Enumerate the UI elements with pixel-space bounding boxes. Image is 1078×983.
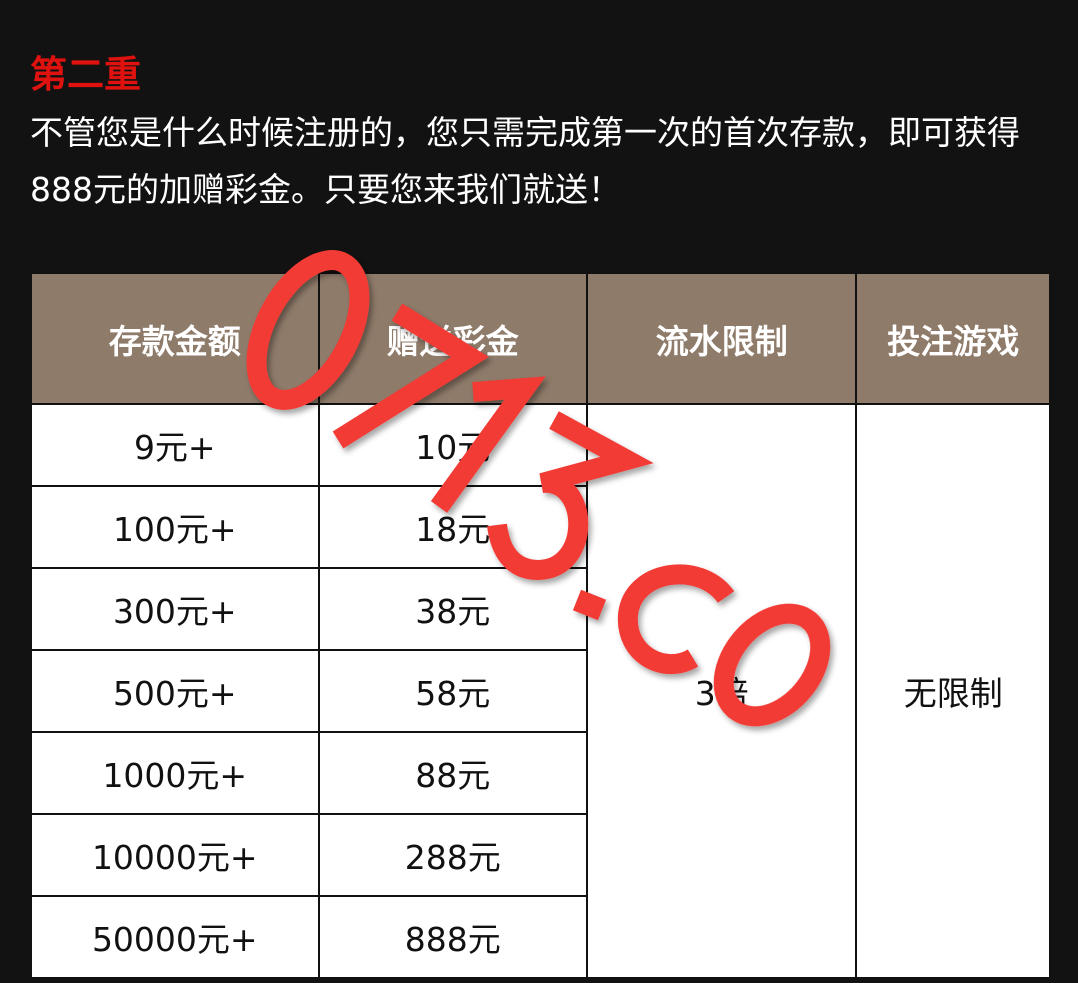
deposit-cell: 1000元+ — [30, 731, 320, 815]
bonus-cell: 58元 — [317, 649, 589, 733]
header-deposit: 存款金额 — [30, 272, 320, 405]
table-row: 9元+ 10元 3倍 无限制 — [30, 403, 1051, 979]
bonus-cell: 18元 — [317, 485, 589, 569]
header-turnover: 流水限制 — [585, 272, 858, 405]
deposit-cell: 100元+ — [30, 485, 320, 569]
turnover-cell: 3倍 — [585, 403, 858, 979]
deposit-cell: 50000元+ — [30, 895, 320, 979]
bonus-cell: 38元 — [317, 567, 589, 651]
promo-description: 不管您是什么时候注册的，您只需完成第一次的首次存款，即可获得888元的加赠彩金。… — [30, 113, 1020, 209]
deposit-cell: 300元+ — [30, 567, 320, 651]
table-row: 500元+ 58元 — [30, 649, 1050, 733]
deposit-cell: 500元+ — [30, 649, 320, 733]
bonus-cell: 88元 — [317, 731, 589, 815]
deposit-cell: 9元+ — [30, 403, 320, 487]
table-row: 10000元+ 288元 — [30, 813, 1050, 897]
table-row: 1000元+ 88元 — [30, 731, 1050, 815]
section-title: 第二重 — [30, 53, 141, 96]
table-header-row: 存款金额 赠送彩金 流水限制 投注游戏 — [30, 272, 1051, 405]
header-bonus: 赠送彩金 — [317, 272, 589, 405]
table-row: 300元+ 38元 — [30, 567, 1050, 651]
bonus-cell: 288元 — [317, 813, 589, 897]
header-games: 投注游戏 — [855, 272, 1051, 405]
table-row: 50000元+ 888元 — [30, 895, 1050, 979]
bonus-cell: 888元 — [317, 895, 589, 979]
games-cell: 无限制 — [855, 403, 1051, 979]
bonus-table: 存款金额 赠送彩金 流水限制 投注游戏 9元+ 10元 3倍 无限制 100元+… — [30, 272, 1051, 979]
bonus-cell: 10元 — [317, 403, 589, 487]
deposit-cell: 10000元+ — [30, 813, 320, 897]
